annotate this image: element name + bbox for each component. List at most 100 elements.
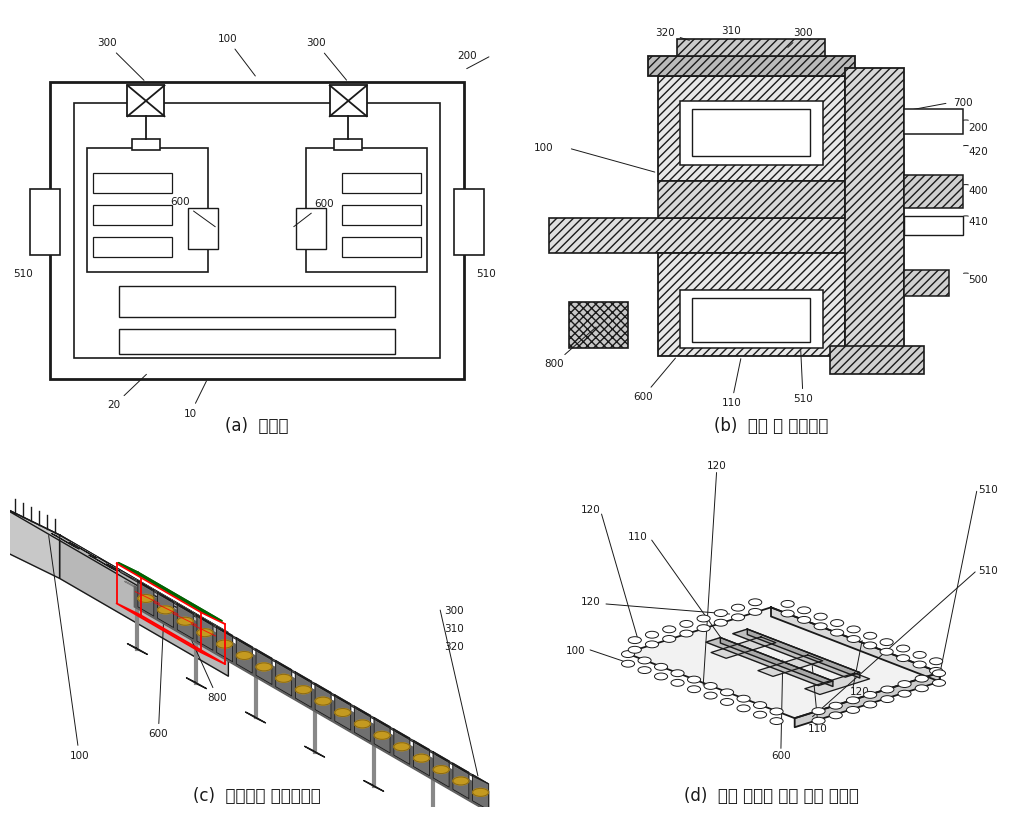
Polygon shape — [295, 672, 311, 707]
Polygon shape — [135, 586, 488, 812]
Polygon shape — [177, 603, 193, 639]
Bar — [94, 238, 172, 258]
Text: 120: 120 — [581, 504, 600, 514]
Text: 120: 120 — [707, 461, 727, 471]
Ellipse shape — [316, 697, 331, 705]
Ellipse shape — [812, 718, 825, 724]
Bar — [30, 189, 60, 255]
Ellipse shape — [714, 619, 728, 626]
Polygon shape — [69, 542, 97, 558]
Ellipse shape — [138, 594, 154, 602]
Ellipse shape — [831, 620, 844, 626]
Bar — [94, 206, 172, 226]
Polygon shape — [179, 607, 213, 625]
Ellipse shape — [814, 613, 828, 620]
Text: 510: 510 — [794, 351, 813, 404]
Ellipse shape — [157, 606, 174, 614]
Polygon shape — [357, 709, 390, 727]
Polygon shape — [107, 564, 135, 579]
Text: (c)  자기부상 선형베어링: (c) 자기부상 선형베어링 — [193, 787, 321, 805]
Polygon shape — [805, 673, 870, 695]
Polygon shape — [236, 638, 252, 673]
Polygon shape — [88, 556, 116, 571]
Bar — [306, 148, 428, 272]
Polygon shape — [376, 720, 410, 738]
Ellipse shape — [714, 610, 728, 616]
Ellipse shape — [881, 686, 894, 693]
Text: 320: 320 — [655, 28, 690, 40]
Ellipse shape — [913, 652, 926, 658]
Text: 100: 100 — [48, 536, 89, 760]
Ellipse shape — [737, 695, 750, 702]
Text: 600: 600 — [148, 609, 169, 739]
Ellipse shape — [413, 754, 430, 762]
Ellipse shape — [864, 642, 877, 649]
Polygon shape — [771, 607, 940, 681]
Bar — [658, 253, 845, 356]
Text: 10: 10 — [184, 381, 207, 419]
Ellipse shape — [864, 691, 877, 699]
Bar — [133, 139, 159, 150]
Ellipse shape — [622, 651, 634, 658]
Text: 200: 200 — [968, 123, 988, 133]
Ellipse shape — [663, 635, 675, 643]
Ellipse shape — [473, 788, 488, 797]
Ellipse shape — [178, 617, 193, 625]
Polygon shape — [157, 593, 174, 627]
Polygon shape — [276, 661, 292, 696]
Bar — [127, 86, 164, 116]
Ellipse shape — [256, 663, 271, 671]
Ellipse shape — [217, 640, 232, 648]
Ellipse shape — [721, 689, 734, 695]
Ellipse shape — [663, 625, 675, 633]
Bar — [342, 238, 420, 258]
Ellipse shape — [374, 732, 390, 739]
Polygon shape — [413, 741, 430, 776]
Polygon shape — [198, 618, 232, 635]
Polygon shape — [335, 695, 351, 730]
Ellipse shape — [646, 641, 659, 648]
Ellipse shape — [688, 677, 701, 683]
Polygon shape — [435, 755, 469, 773]
Ellipse shape — [748, 599, 762, 606]
Polygon shape — [396, 732, 430, 750]
Text: 100: 100 — [218, 34, 255, 76]
Ellipse shape — [197, 629, 213, 637]
Text: 600: 600 — [171, 197, 215, 227]
Ellipse shape — [276, 674, 292, 682]
Bar — [905, 270, 949, 296]
Polygon shape — [706, 638, 833, 686]
Text: (d)  안내 일체형 선형 추진 전동기: (d) 안내 일체형 선형 추진 전동기 — [684, 787, 858, 805]
Bar — [905, 175, 963, 208]
Polygon shape — [238, 640, 272, 658]
Ellipse shape — [932, 680, 946, 686]
Bar — [342, 174, 420, 193]
Text: 110: 110 — [628, 532, 648, 542]
Polygon shape — [415, 743, 449, 761]
Ellipse shape — [704, 682, 718, 690]
Bar — [296, 208, 326, 249]
Ellipse shape — [638, 667, 651, 673]
Bar — [658, 181, 845, 218]
Ellipse shape — [864, 632, 877, 639]
Polygon shape — [256, 649, 272, 685]
Ellipse shape — [915, 675, 928, 682]
Bar — [49, 82, 465, 379]
Polygon shape — [0, 504, 228, 633]
Ellipse shape — [929, 658, 943, 665]
Ellipse shape — [671, 680, 684, 686]
Ellipse shape — [680, 630, 693, 637]
Text: 700: 700 — [954, 98, 974, 108]
Polygon shape — [747, 629, 859, 678]
Bar — [342, 206, 420, 226]
Ellipse shape — [688, 686, 701, 693]
Polygon shape — [795, 672, 940, 728]
Text: 310: 310 — [722, 26, 741, 41]
Bar — [677, 40, 825, 57]
Ellipse shape — [732, 604, 744, 611]
Ellipse shape — [628, 646, 641, 653]
Bar — [454, 189, 484, 255]
Polygon shape — [246, 712, 265, 723]
Text: 120: 120 — [850, 687, 870, 697]
Ellipse shape — [680, 621, 693, 627]
